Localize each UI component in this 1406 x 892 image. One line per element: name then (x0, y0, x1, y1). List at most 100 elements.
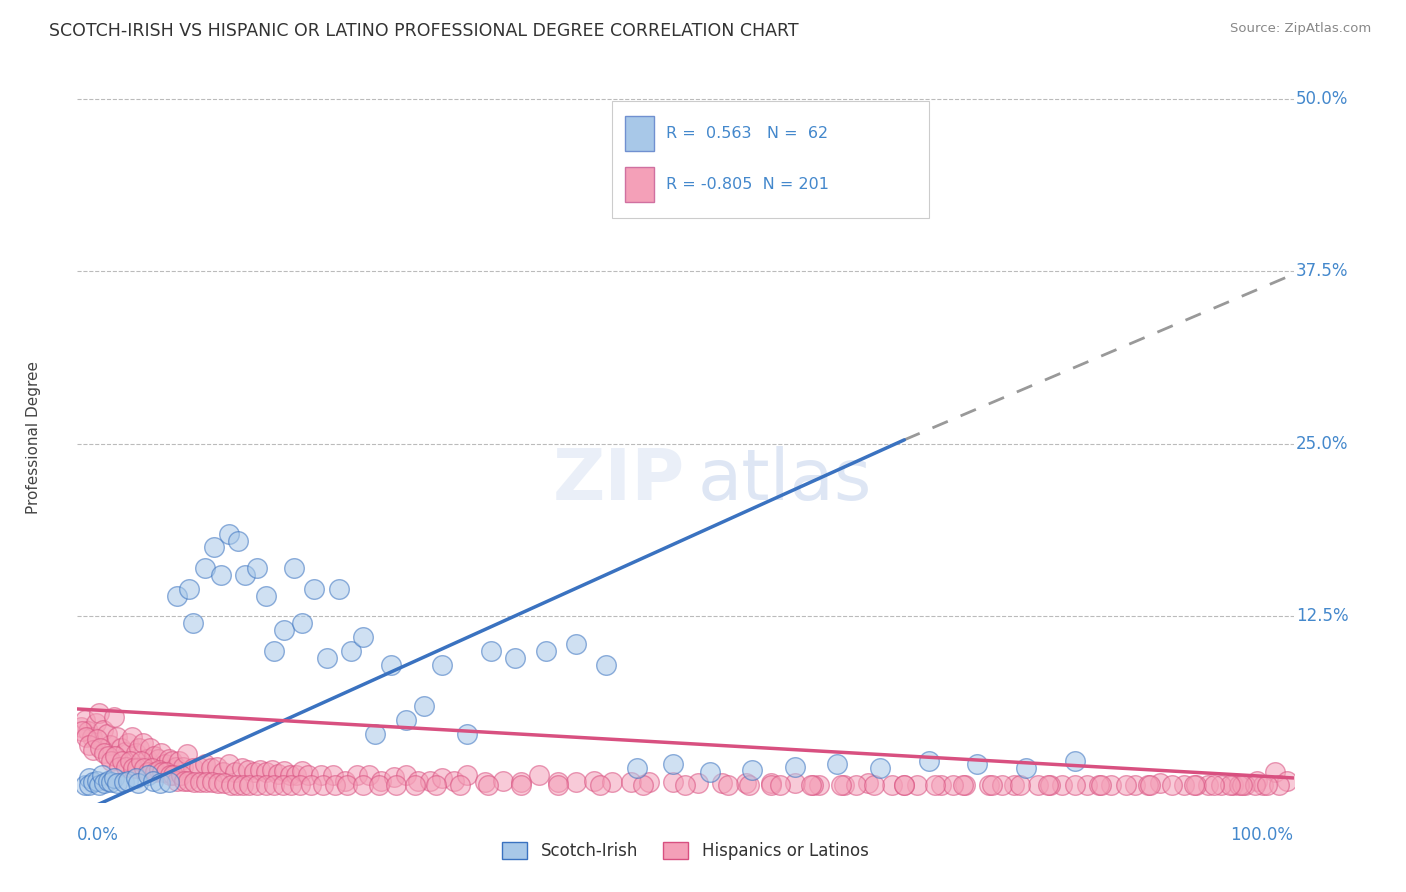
Point (662, 757, 685, 772)
Point (1185, 778, 1208, 792)
Point (236, 763, 259, 777)
Point (224, 765, 246, 780)
Point (77, 724, 100, 739)
Point (231, 761, 253, 775)
Point (1063, 755, 1085, 769)
Text: atlas: atlas (697, 447, 872, 516)
Point (104, 748, 127, 763)
Point (142, 773, 165, 788)
Point (340, 644, 363, 658)
Point (1243, 778, 1265, 792)
Text: R = -0.805  N = 201: R = -0.805 N = 201 (666, 178, 830, 193)
Point (626, 761, 648, 775)
Point (267, 767, 290, 781)
Point (278, 768, 301, 782)
Point (165, 760, 187, 774)
Point (209, 568, 232, 582)
Point (863, 778, 886, 792)
Point (638, 775, 661, 789)
Text: 12.5%: 12.5% (1296, 607, 1348, 625)
Point (845, 778, 868, 792)
Point (242, 765, 264, 780)
Point (96, 727, 118, 741)
Point (364, 727, 387, 741)
Text: SCOTCH-IRISH VS HISPANIC OR LATINO PROFESSIONAL DEGREE CORRELATION CHART: SCOTCH-IRISH VS HISPANIC OR LATINO PROFE… (49, 22, 799, 40)
Point (1219, 778, 1241, 792)
Point (80, 730, 103, 744)
Point (741, 763, 763, 777)
Point (312, 778, 335, 792)
Point (534, 644, 557, 658)
Point (200, 761, 222, 775)
Point (128, 740, 150, 755)
Point (214, 776, 236, 790)
Point (285, 768, 308, 782)
Point (79, 771, 101, 785)
Point (283, 561, 305, 575)
Point (1115, 778, 1137, 792)
Point (1204, 778, 1226, 792)
Point (395, 713, 418, 727)
Point (205, 760, 228, 774)
Point (75, 730, 97, 744)
Point (181, 616, 204, 631)
Point (406, 773, 429, 788)
Point (90, 768, 112, 782)
Point (127, 776, 149, 790)
Point (177, 773, 200, 788)
Point (1039, 778, 1062, 792)
Point (893, 778, 915, 792)
Point (73, 713, 96, 727)
Point (800, 778, 823, 792)
Point (675, 778, 697, 792)
Point (443, 773, 465, 788)
Point (134, 761, 156, 775)
Point (202, 541, 225, 555)
Point (1002, 778, 1025, 792)
Point (662, 775, 685, 789)
Point (980, 778, 1002, 792)
Point (139, 740, 162, 755)
Point (905, 778, 928, 792)
Point (430, 657, 453, 672)
Point (474, 775, 496, 789)
Point (323, 778, 346, 792)
Point (1173, 778, 1195, 792)
Point (79, 738, 101, 752)
Point (136, 768, 159, 782)
Point (194, 757, 217, 772)
Point (114, 745, 136, 759)
Point (107, 776, 129, 790)
Point (565, 775, 588, 789)
Point (115, 760, 138, 774)
Point (263, 778, 285, 792)
Point (181, 761, 204, 775)
Point (288, 778, 311, 792)
Point (953, 778, 976, 792)
Point (121, 730, 143, 744)
Point (1256, 778, 1278, 792)
Point (315, 651, 337, 665)
Point (359, 768, 381, 782)
Point (1139, 778, 1161, 792)
Point (1026, 778, 1049, 792)
Point (1149, 776, 1171, 790)
Point (107, 730, 129, 744)
Point (70, 720, 93, 734)
Text: Source: ZipAtlas.com: Source: ZipAtlas.com (1230, 22, 1371, 36)
Text: 37.5%: 37.5% (1296, 262, 1348, 280)
Point (273, 764, 295, 778)
Point (170, 768, 193, 782)
Point (86, 773, 108, 788)
Point (297, 768, 319, 782)
Point (86, 732, 108, 747)
Point (89, 740, 111, 755)
Text: R =  0.563   N =  62: R = 0.563 N = 62 (666, 126, 828, 141)
Point (218, 757, 240, 772)
Point (1227, 778, 1250, 792)
Point (477, 778, 499, 792)
Point (759, 776, 782, 790)
Point (125, 761, 148, 775)
Point (1015, 761, 1038, 775)
Point (103, 771, 125, 785)
